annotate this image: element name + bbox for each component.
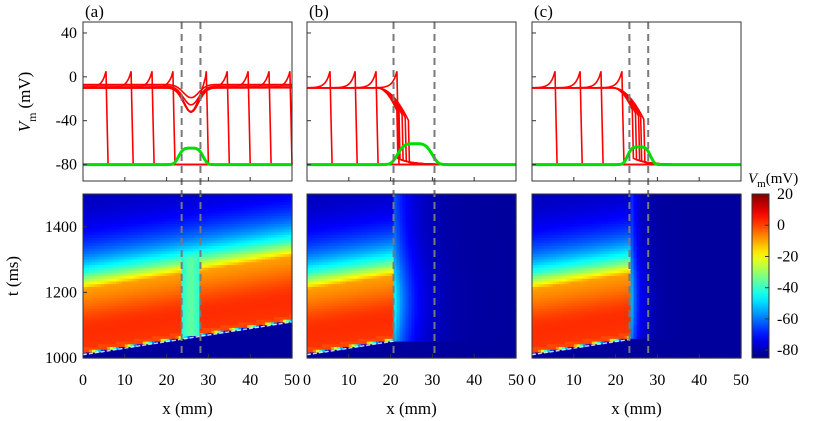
figure: 400-40-800 10 20 30 40 50100012001400x (mm)(a…	[0, 0, 830, 421]
heatmap-b	[307, 194, 517, 359]
heatmap-a	[83, 194, 293, 359]
